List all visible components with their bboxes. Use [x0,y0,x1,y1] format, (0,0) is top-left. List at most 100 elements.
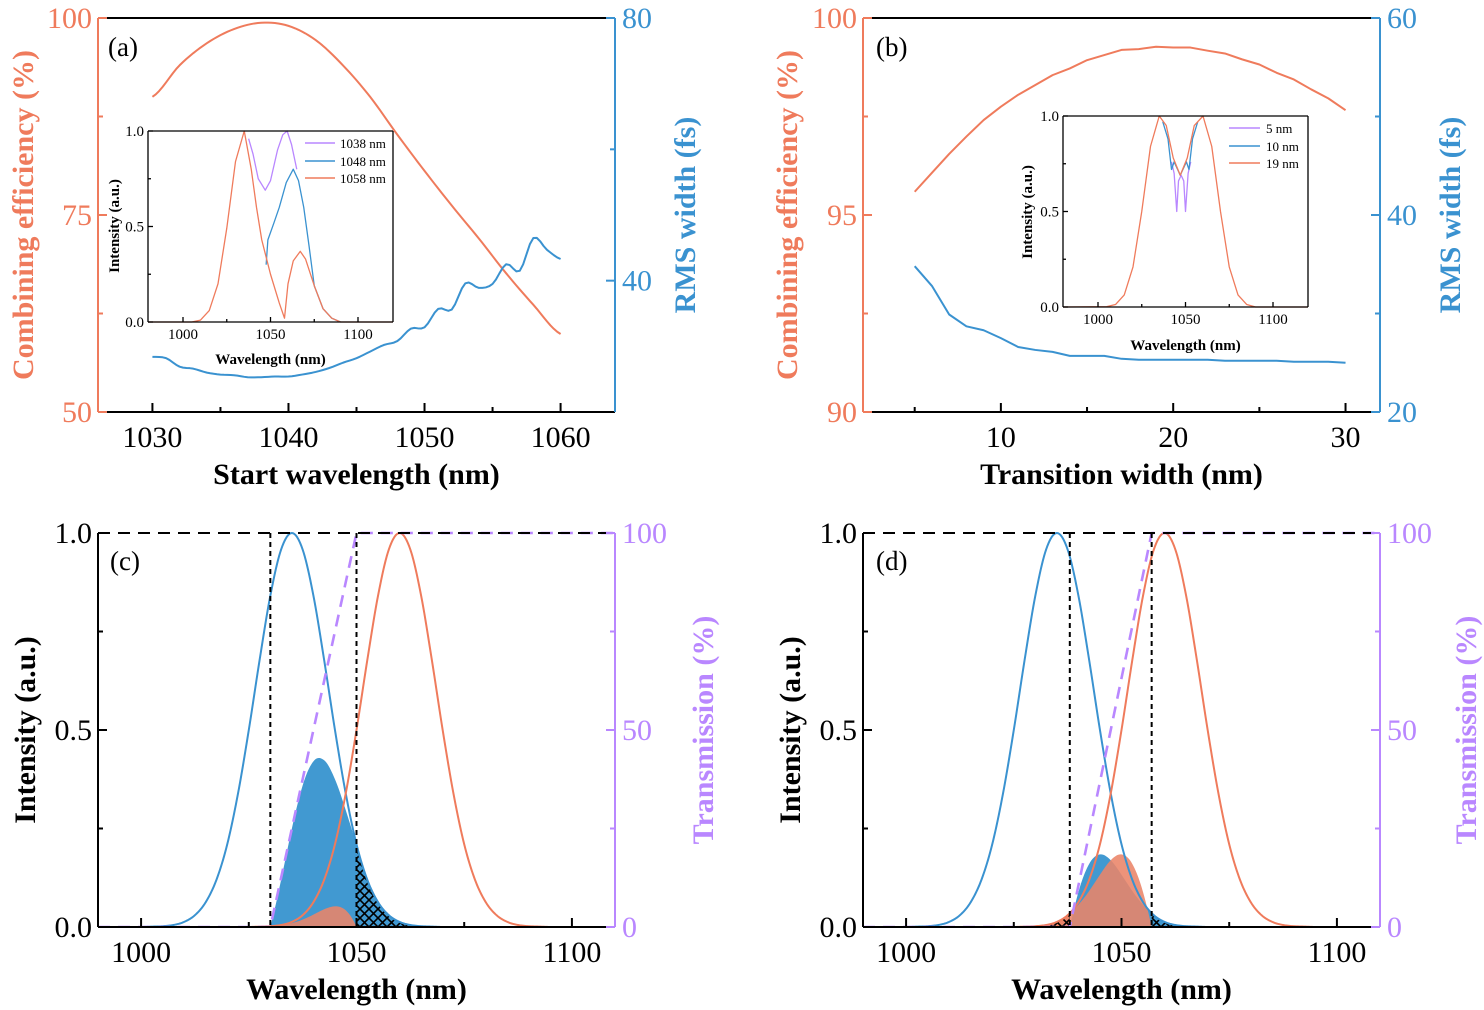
x-tick-label: 1100 [1258,312,1287,328]
x-tick-label: 1100 [1307,936,1366,969]
x-tick-label: 1100 [542,936,601,969]
blue-leak-fill [356,844,615,927]
y-right-tick-label: 100 [622,517,667,550]
inset-chart-2: 1000 1050 1100 0.0 0.5 1.0 Intensity (a.u.) Wav… [1020,109,1309,354]
x-tick-label: 1050 [395,421,455,454]
y-left-axis-title: Combining efficiency (%) [771,50,804,380]
inset-background [148,131,393,322]
y-left-tick-label: 1.0 [1040,109,1059,125]
series-line-0 [151,21,562,335]
y-left-axis-title: Intensity (a.u.) [1020,165,1036,259]
legend-label: 1058 nm [340,171,386,186]
x-tick-label: 10 [986,421,1016,454]
panel-label: (b) [876,32,907,62]
legend-label: 19 nm [1266,156,1299,171]
y-right-tick-label: 100 [1387,517,1432,550]
x-tick-label: 1000 [111,936,171,969]
y-right-tick-label: 50 [622,714,652,747]
y-left-tick-label: 100 [47,2,92,35]
plot-area [98,531,615,928]
series-line-0 [1170,161,1192,213]
y-left-tick-label: 0.0 [1040,300,1059,316]
x-tick-label: 1050 [327,936,387,969]
series-line-0 [248,130,298,191]
panel-d: 1000 1050 1100 0.0 0.5 1.0 Intensity (a.u.) 0 50… [774,517,1483,1006]
legend-label: 10 nm [1266,139,1299,154]
y-left-tick-label: 0.5 [55,714,93,747]
y-right-axis-title: Transmission (%) [687,616,720,845]
transmitted-blue-fill [270,757,357,927]
plot-area [148,130,393,323]
x-axis-title: Wavelength (nm) [215,352,325,368]
y-right-tick-label: 80 [622,2,652,35]
blue-leak-hatch [356,844,615,927]
y-right-tick-label: 20 [1387,396,1417,429]
panel-label: (a) [108,32,138,62]
y-left-axis-title: Intensity (a.u.) [9,636,42,824]
x-axis-title: Wavelength (nm) [1130,338,1240,354]
y-right-axis-title: RMS width (fs) [1434,117,1467,314]
y-right-tick-label: 40 [1387,199,1417,232]
y-left-tick-label: 0.5 [125,220,144,236]
x-tick-label: 1030 [122,421,182,454]
y-right-tick-label: 0 [622,911,637,944]
blue-leak-fill [1151,913,1380,927]
x-tick-label: 1000 [876,936,936,969]
x-tick-label: 1050 [1092,936,1152,969]
legend-label: 1048 nm [340,154,386,169]
legend-label: 1038 nm [340,136,386,151]
x-axis-title: Start wavelength (nm) [213,458,500,491]
x-tick-label: 20 [1158,421,1188,454]
red-leak-hatch [863,913,1070,927]
y-right-axis-title: RMS width (fs) [669,117,702,314]
legend-label: 5 nm [1266,121,1292,136]
x-tick-label: 30 [1331,421,1361,454]
y-right-tick-label: 60 [1387,2,1417,35]
panel-label: (c) [110,546,140,576]
y-right-axis-title: Transmission (%) [1450,616,1483,845]
x-tick-label: 1050 [1171,312,1201,328]
y-left-axis-title: Combining efficiency (%) [7,50,40,380]
x-tick-label: 1000 [1083,312,1113,328]
inset-chart-1: 1000 1050 1100 0.0 0.5 1.0 Intensity (a.u.) Wav… [107,124,394,368]
plot-area [151,21,562,379]
panel-label: (d) [876,546,907,576]
reflected-red-fill [270,906,357,927]
y-left-tick-label: 0.5 [1040,205,1059,221]
blue-leak-hatch [1151,913,1380,927]
y-left-tick-label: 50 [62,396,92,429]
y-right-tick-label: 0 [1387,911,1402,944]
y-left-tick-label: 95 [827,199,857,232]
y-left-tick-label: 0.0 [55,911,93,944]
legend: 1038 nm 1048 nm 1058 nm [305,136,386,186]
series-line-2 [148,130,393,323]
series-line-0 [913,45,1347,193]
y-left-tick-label: 75 [62,199,92,232]
series-line-1 [913,265,1346,364]
legend: 5 nm 10 nm 19 nm [1229,121,1299,171]
y-left-tick-label: 1.0 [55,517,93,550]
x-tick-label: 1060 [531,421,591,454]
red-leak-fill [863,913,1070,927]
x-tick-label: 1050 [256,327,286,343]
series-line-1 [152,236,562,379]
x-tick-label: 1100 [343,327,372,343]
plot-area [1063,115,1308,308]
x-axis-title: Transition width (nm) [980,458,1263,491]
x-tick-label: 1000 [168,327,198,343]
y-left-tick-label: 100 [812,2,857,35]
plot-area [863,531,1380,928]
plot-area [913,45,1347,364]
x-tick-label: 1040 [258,421,318,454]
y-left-tick-label: 90 [827,396,857,429]
panel-c: 1000 1050 1100 0.0 0.5 1.0 Intensity (a.u.) 0 50… [9,517,720,1006]
series-line-2 [1063,115,1308,308]
y-left-tick-label: 0.0 [125,315,144,331]
y-right-tick-label: 40 [622,265,652,298]
y-left-axis-title: Intensity (a.u.) [107,179,123,273]
y-left-axis-title: Intensity (a.u.) [774,636,807,824]
y-left-tick-label: 1.0 [125,124,144,140]
